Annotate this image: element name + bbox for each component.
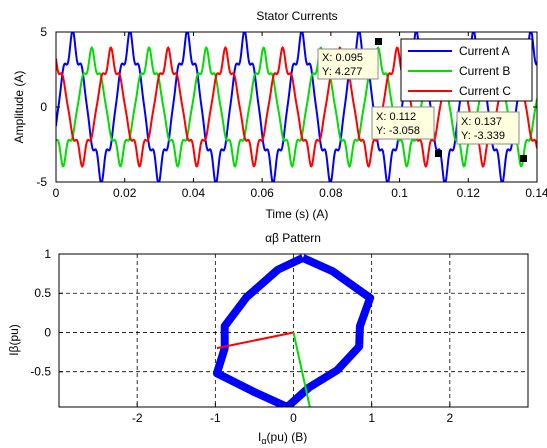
x-tick-label: 0.12 bbox=[457, 186, 481, 200]
data-tip-marker bbox=[375, 38, 382, 45]
y-tick-label: 5 bbox=[40, 25, 47, 39]
x-axis-ticks: 0 0.02 0.04 0.06 0.08 0.1 0.12 0.14 bbox=[53, 32, 547, 200]
data-tip[interactable]: X: 0.137 Y: -3.339 bbox=[456, 111, 527, 162]
y-tick-label: -5 bbox=[36, 175, 47, 189]
data-tip-x: X: 0.112 bbox=[376, 111, 416, 123]
legend-label: Current A bbox=[459, 44, 510, 58]
y-tick-label: 0 bbox=[44, 325, 51, 339]
x-tick-label: 0.14 bbox=[525, 186, 547, 200]
x-axis-label: Iα(pu) (B) bbox=[258, 430, 307, 446]
y-tick-label: 1 bbox=[44, 247, 51, 261]
x-tick-label: 0.06 bbox=[250, 186, 274, 200]
y-tick-label: 0 bbox=[40, 100, 47, 114]
x-tick-label: 0.1 bbox=[391, 186, 408, 200]
chart-title: αβ Pattern bbox=[265, 231, 321, 245]
legend-label: Current B bbox=[459, 64, 510, 78]
y-tick-label: -0.5 bbox=[30, 365, 51, 379]
data-tip-y: Y: -3.058 bbox=[376, 125, 420, 137]
data-tip-y: Y: 4.277 bbox=[322, 66, 362, 78]
data-tip-marker bbox=[435, 150, 442, 157]
ab-series-group bbox=[212, 254, 375, 407]
x-tick-label: 0.04 bbox=[182, 186, 206, 200]
x-tick-label: 0.08 bbox=[319, 186, 343, 200]
y-tick-label: 0.5 bbox=[34, 286, 51, 300]
x-tick-label: -2 bbox=[132, 411, 143, 425]
x-axis-label: Time (s) (A) bbox=[266, 207, 329, 221]
x-tick-label: 0.02 bbox=[113, 186, 137, 200]
data-tip-x: X: 0.137 bbox=[461, 116, 502, 128]
y-axis-ticks: 1 0.5 0 -0.5 bbox=[30, 247, 63, 379]
x-tick-label: 2 bbox=[446, 411, 453, 425]
x-tick-label: -1 bbox=[210, 411, 221, 425]
x-axis-label-rest: (pu) (B) bbox=[267, 430, 308, 444]
x-tick-label: 1 bbox=[368, 411, 375, 425]
data-tip[interactable]: X: 0.112 Y: -3.058 bbox=[371, 106, 442, 157]
ab-axes: -2 -1 0 1 2 1 0.5 0 -0.5 bbox=[30, 247, 529, 425]
x-axis-ticks: -2 -1 0 1 2 bbox=[132, 403, 453, 425]
x-tick-label: 0 bbox=[290, 411, 297, 425]
data-tip-marker bbox=[520, 155, 527, 162]
vector-line bbox=[292, 332, 311, 407]
data-tip-y: Y: -3.339 bbox=[461, 130, 505, 142]
trajectory-line bbox=[212, 254, 375, 407]
chart-title: Stator Currents bbox=[256, 9, 337, 23]
x-axis-label-sub: α bbox=[261, 436, 266, 446]
x-tick-label: 0 bbox=[53, 186, 60, 200]
x-axis-label-main: I bbox=[258, 430, 261, 444]
y-axis-ticks: 5 0 -5 bbox=[36, 25, 537, 189]
vector-line bbox=[216, 331, 294, 350]
legend: Current A Current B Current C bbox=[400, 38, 533, 102]
data-tip[interactable]: X: 0.095 Y: 4.277 bbox=[317, 38, 382, 80]
y-axis-label: Iβ(pu) bbox=[7, 324, 21, 356]
y-axis-label: Amplitude (A) bbox=[12, 71, 26, 144]
data-tip-x: X: 0.095 bbox=[322, 52, 363, 64]
legend-label: Current C bbox=[459, 84, 511, 98]
